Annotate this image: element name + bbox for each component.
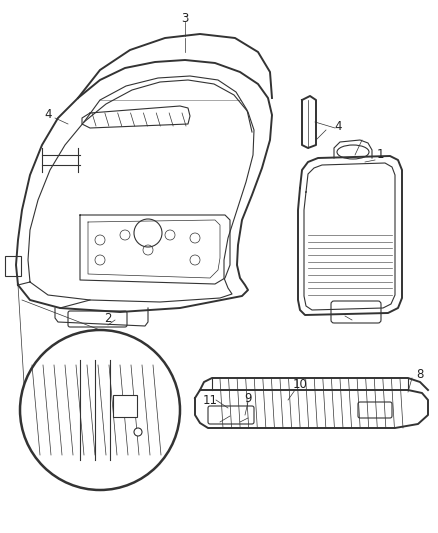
- Ellipse shape: [337, 145, 369, 159]
- Text: 4: 4: [334, 120, 342, 133]
- Text: 11: 11: [202, 393, 218, 407]
- FancyBboxPatch shape: [113, 395, 137, 417]
- Text: 6: 6: [144, 384, 152, 397]
- FancyBboxPatch shape: [331, 301, 381, 323]
- Text: 1: 1: [376, 149, 384, 161]
- Text: 10: 10: [293, 378, 307, 392]
- FancyBboxPatch shape: [68, 311, 127, 327]
- FancyBboxPatch shape: [5, 256, 21, 276]
- FancyBboxPatch shape: [358, 402, 392, 418]
- Text: 8: 8: [416, 368, 424, 382]
- Circle shape: [20, 330, 180, 490]
- Text: 7: 7: [144, 403, 152, 416]
- Text: 9: 9: [244, 392, 252, 405]
- FancyBboxPatch shape: [208, 406, 254, 424]
- Circle shape: [134, 428, 142, 436]
- Text: 4: 4: [44, 109, 52, 122]
- Text: 2: 2: [104, 311, 112, 325]
- Text: 3: 3: [181, 12, 189, 25]
